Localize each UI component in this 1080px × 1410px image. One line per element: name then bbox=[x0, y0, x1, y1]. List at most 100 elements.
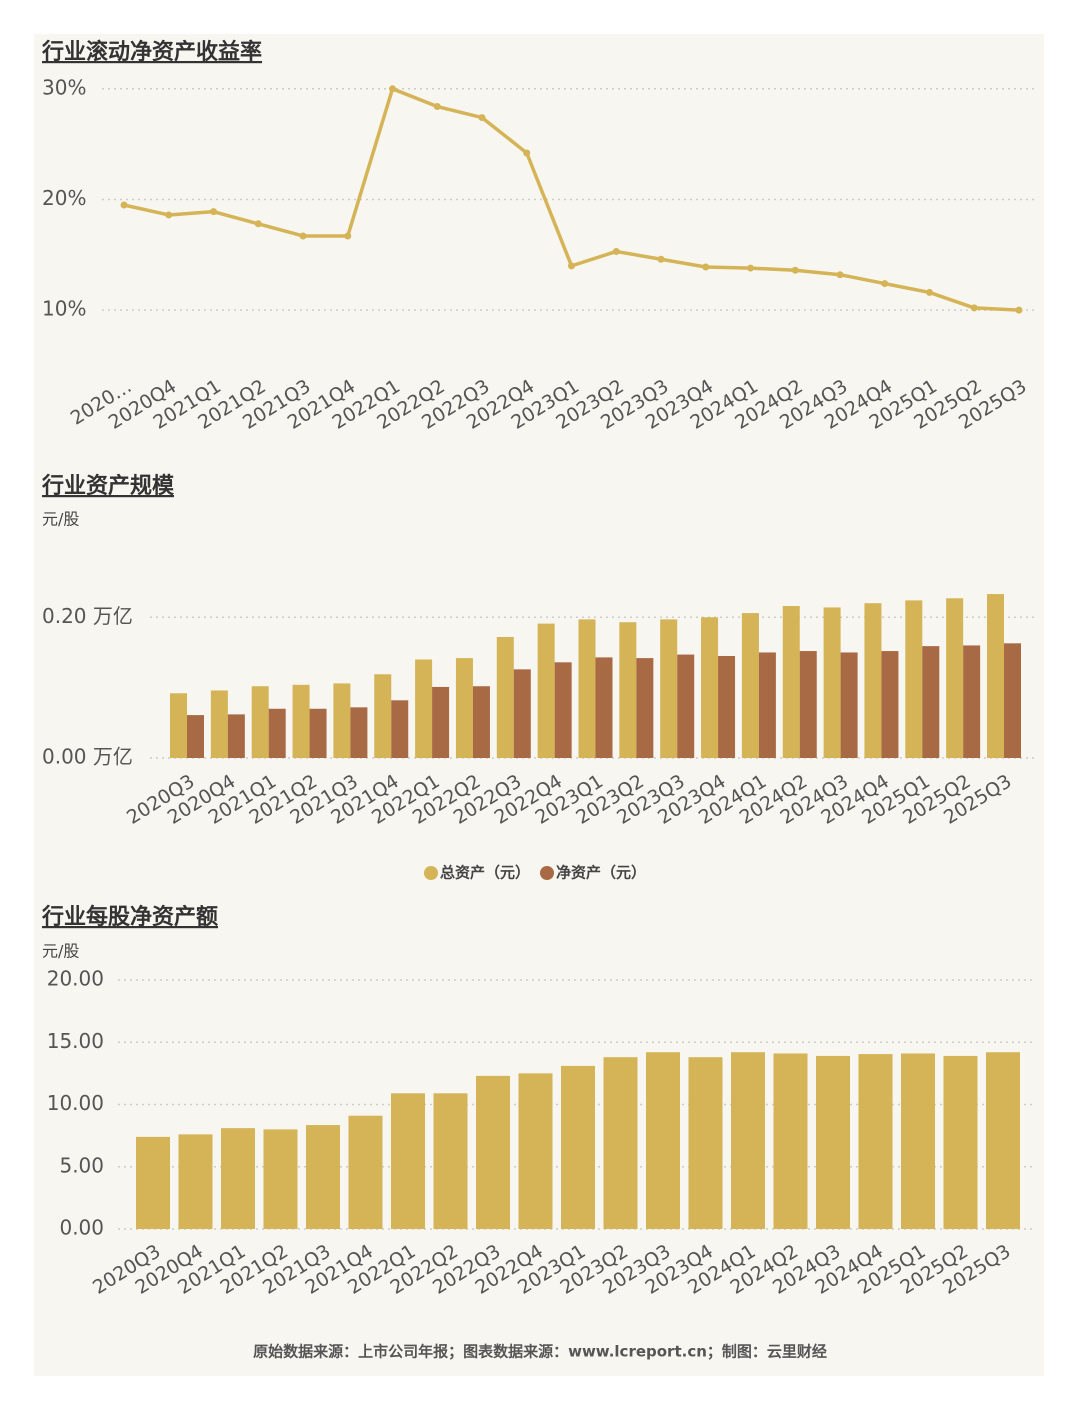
bar bbox=[136, 1136, 170, 1229]
legend-swatch bbox=[540, 866, 554, 880]
bar bbox=[646, 1052, 680, 1229]
bar bbox=[268, 708, 286, 758]
bar bbox=[840, 652, 858, 758]
bar bbox=[333, 683, 351, 758]
bar bbox=[433, 1093, 468, 1229]
bar bbox=[731, 1052, 765, 1229]
bar bbox=[391, 1093, 425, 1229]
bar bbox=[922, 646, 940, 758]
unit-label: 元/股 bbox=[42, 510, 79, 529]
bar bbox=[677, 654, 695, 758]
bar bbox=[782, 606, 800, 758]
bar bbox=[901, 1053, 935, 1229]
chart-title: 行业每股净资产额 bbox=[41, 904, 218, 930]
bar bbox=[518, 1073, 553, 1229]
y-tick-label: 30% bbox=[42, 75, 86, 99]
point bbox=[881, 280, 889, 288]
bar bbox=[636, 658, 654, 758]
bar bbox=[718, 655, 736, 758]
bar bbox=[472, 686, 490, 758]
bar bbox=[799, 651, 817, 758]
bar bbox=[1004, 643, 1021, 758]
point bbox=[612, 247, 620, 255]
bar bbox=[816, 1055, 850, 1229]
y-tick-label: 10.00 bbox=[47, 1091, 104, 1115]
point bbox=[478, 114, 486, 122]
y-tick-label: 20.00 bbox=[47, 967, 104, 991]
bar bbox=[987, 594, 1004, 758]
bar bbox=[251, 686, 269, 758]
bar bbox=[858, 1054, 893, 1229]
chart-title: 行业资产规模 bbox=[41, 473, 175, 499]
bar bbox=[619, 622, 637, 758]
point bbox=[299, 232, 307, 240]
bar bbox=[309, 708, 327, 758]
point bbox=[120, 201, 128, 209]
bar bbox=[292, 684, 310, 758]
y-tick-label: 15.00 bbox=[47, 1029, 104, 1053]
point bbox=[254, 220, 262, 228]
bar bbox=[432, 686, 450, 758]
bar bbox=[864, 603, 882, 758]
bar bbox=[660, 619, 678, 758]
bar bbox=[905, 600, 923, 758]
bar bbox=[415, 659, 433, 758]
point bbox=[523, 149, 531, 157]
point bbox=[836, 271, 844, 279]
point bbox=[389, 85, 396, 93]
point bbox=[702, 263, 710, 271]
bar bbox=[221, 1128, 255, 1229]
bar bbox=[578, 619, 596, 758]
bar bbox=[178, 1134, 213, 1229]
legend-label: 总资产（元） bbox=[440, 864, 530, 882]
bar bbox=[986, 1052, 1020, 1229]
point bbox=[926, 288, 933, 296]
bar bbox=[688, 1057, 723, 1229]
bar bbox=[391, 700, 409, 758]
bar bbox=[603, 1057, 638, 1229]
bar bbox=[946, 598, 964, 758]
y-tick-label: 10% bbox=[42, 297, 86, 321]
bar bbox=[595, 657, 613, 758]
bar bbox=[881, 651, 899, 758]
bar bbox=[537, 623, 555, 758]
point bbox=[210, 208, 217, 216]
chart-title: 行业滚动净资产收益率 bbox=[41, 39, 262, 65]
bar bbox=[170, 693, 187, 758]
bar bbox=[701, 617, 719, 758]
bar bbox=[187, 715, 204, 758]
point bbox=[165, 211, 173, 219]
bar bbox=[963, 645, 981, 758]
bar bbox=[210, 690, 228, 758]
bar bbox=[348, 1115, 383, 1229]
bar bbox=[227, 714, 245, 758]
point bbox=[1015, 306, 1023, 314]
bar bbox=[758, 652, 776, 758]
point bbox=[970, 304, 978, 312]
unit-label: 元/股 bbox=[42, 942, 79, 961]
legend-swatch bbox=[424, 866, 438, 880]
y-tick-label: 0.20 万亿 bbox=[42, 604, 133, 628]
point bbox=[747, 264, 754, 272]
bar bbox=[455, 658, 473, 758]
y-tick-label: 5.00 bbox=[59, 1153, 104, 1177]
bar bbox=[476, 1075, 510, 1229]
y-tick-label: 0.00 万亿 bbox=[42, 745, 133, 769]
bar bbox=[513, 669, 531, 758]
bar bbox=[823, 607, 841, 758]
point bbox=[568, 262, 575, 270]
bar bbox=[496, 636, 514, 758]
point bbox=[433, 103, 441, 111]
bar bbox=[773, 1053, 808, 1229]
legend-label: 净资产（元） bbox=[556, 864, 646, 882]
bar bbox=[554, 662, 572, 758]
footer: 原始数据来源：上市公司年报；图表数据来源：www.lcreport.cn；制图：… bbox=[253, 1343, 827, 1361]
point bbox=[657, 255, 665, 263]
point bbox=[791, 266, 799, 274]
y-tick-label: 20% bbox=[42, 186, 86, 210]
bar bbox=[263, 1129, 298, 1229]
bar bbox=[306, 1125, 340, 1229]
bar bbox=[943, 1055, 978, 1229]
point bbox=[344, 232, 352, 240]
